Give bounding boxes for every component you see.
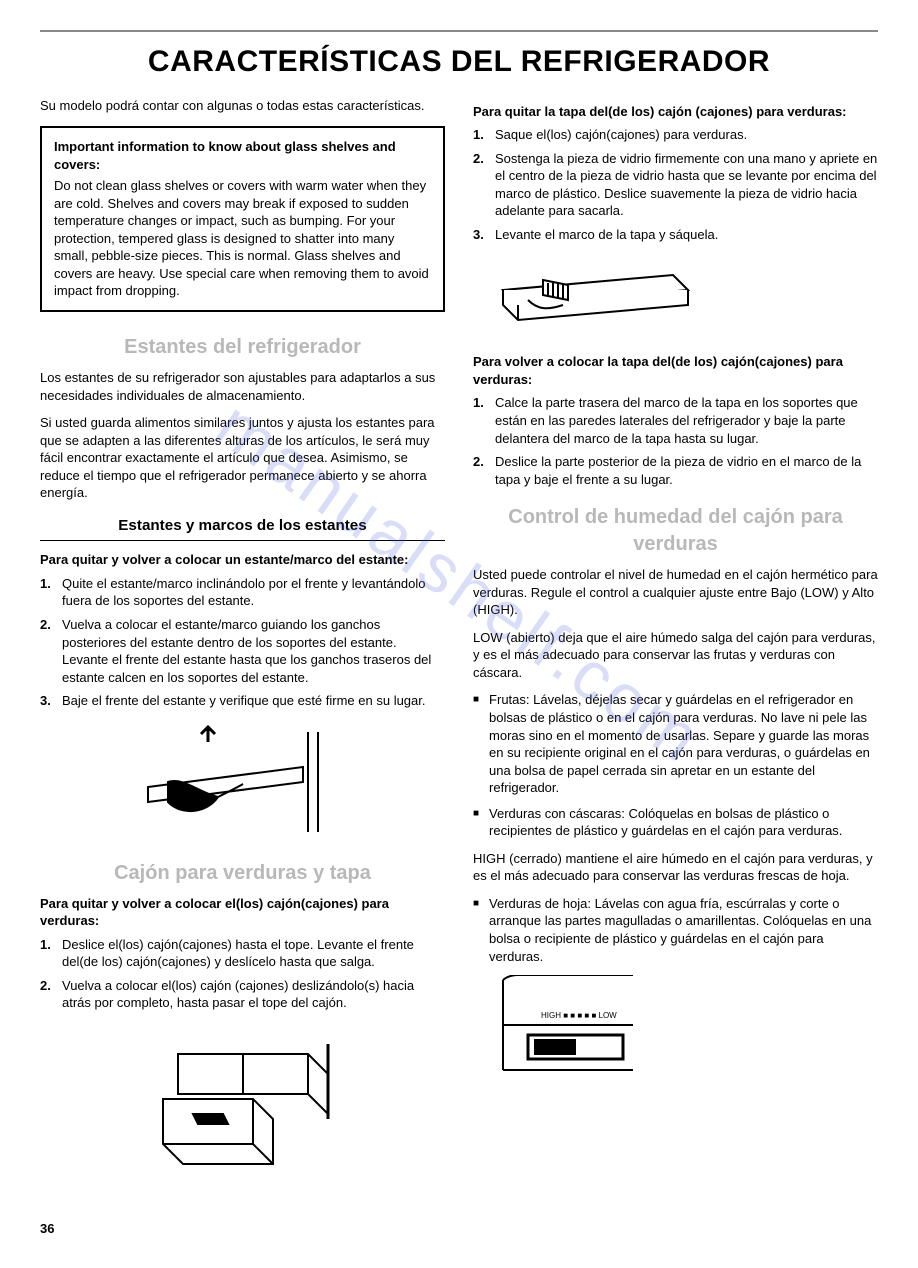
list-item: 1.Deslice el(los) cajón(cajones) hasta e… — [40, 936, 445, 971]
cover-remove-heading: Para quitar la tapa del(de los) cajón (c… — [473, 103, 878, 121]
list-item: Verduras de hoja: Lávelas con agua fría,… — [473, 895, 878, 965]
step-number: 2. — [473, 150, 495, 220]
bullet-text: Frutas: Lávelas, déjelas secar y guárdel… — [489, 691, 878, 796]
subhead-shelves-frames: Estantes y marcos de los estantes — [40, 516, 445, 542]
cover-replace-steps: 1.Calce la parte trasera del marco de la… — [473, 394, 878, 488]
cover-replace-heading: Para volver a colocar la tapa del(de los… — [473, 353, 878, 388]
humidity-p2: LOW (abierto) deja que el aire húmedo sa… — [473, 629, 878, 682]
page-title: CARACTERÍSTICAS DEL REFRIGERADOR — [40, 42, 878, 83]
info-box: Important information to know about glas… — [40, 126, 445, 312]
step-text: Baje el frente del estante y verifique q… — [62, 692, 426, 710]
crisper-illustration — [148, 1024, 338, 1174]
step-text: Quite el estante/marco inclinándolo por … — [62, 575, 445, 610]
shelves-p1: Los estantes de su refrigerador son ajus… — [40, 369, 445, 404]
step-number: 1. — [40, 575, 62, 610]
step-text: Saque el(los) cajón(cajones) para verdur… — [495, 126, 747, 144]
list-item: 2.Deslice la parte posterior de la pieza… — [473, 453, 878, 488]
svg-text:HIGH ■ ■ ■ ■ ■ LOW: HIGH ■ ■ ■ ■ ■ LOW — [541, 1011, 617, 1020]
left-column: Su modelo podrá contar con algunas o tod… — [40, 97, 445, 1192]
humidity-p3: HIGH (cerrado) mantiene el aire húmedo e… — [473, 850, 878, 885]
shelves-p2: Si usted guarda alimentos similares junt… — [40, 414, 445, 502]
list-item: Frutas: Lávelas, déjelas secar y guárdel… — [473, 691, 878, 796]
list-item: 2.Vuelva a colocar el(los) cajón (cajone… — [40, 977, 445, 1012]
list-item: 1.Calce la parte trasera del marco de la… — [473, 394, 878, 447]
cover-remove-steps: 1.Saque el(los) cajón(cajones) para verd… — [473, 126, 878, 243]
section-crisper: Cajón para verduras y tapa — [40, 860, 445, 887]
step-number: 3. — [473, 226, 495, 244]
step-number: 2. — [40, 616, 62, 686]
list-item: 2.Vuelva a colocar el estante/marco guia… — [40, 616, 445, 686]
right-column: Para quitar la tapa del(de los) cajón (c… — [473, 97, 878, 1192]
info-box-title: Important information to know about glas… — [54, 138, 431, 173]
crisper-remove-heading: Para quitar y volver a colocar el(los) c… — [40, 895, 445, 930]
page-number: 36 — [40, 1220, 878, 1238]
step-number: 2. — [473, 453, 495, 488]
humidity-illustration: HIGH ■ ■ ■ ■ ■ LOW — [493, 975, 638, 1075]
cover-illustration — [493, 255, 693, 335]
step-text: Sostenga la pieza de vidrio firmemente c… — [495, 150, 878, 220]
crisper-steps: 1.Deslice el(los) cajón(cajones) hasta e… — [40, 936, 445, 1012]
info-box-body: Do not clean glass shelves or covers wit… — [54, 177, 431, 300]
top-rule — [40, 30, 878, 32]
shelves-steps: 1.Quite el estante/marco inclinándolo po… — [40, 575, 445, 710]
list-item: Verduras con cáscaras: Colóquelas en bol… — [473, 805, 878, 840]
section-humidity: Control de humedad del cajón para verdur… — [473, 504, 878, 558]
list-item: 3.Levante el marco de la tapa y sáquela. — [473, 226, 878, 244]
humidity-low-list: Frutas: Lávelas, déjelas secar y guárdel… — [473, 691, 878, 839]
step-text: Deslice la parte posterior de la pieza d… — [495, 453, 878, 488]
humidity-p1: Usted puede controlar el nivel de humeda… — [473, 566, 878, 619]
step-text: Levante el marco de la tapa y sáquela. — [495, 226, 718, 244]
step-number: 1. — [40, 936, 62, 971]
bullet-text: Verduras de hoja: Lávelas con agua fría,… — [489, 895, 878, 965]
list-item: 1.Quite el estante/marco inclinándolo po… — [40, 575, 445, 610]
bullet-text: Verduras con cáscaras: Colóquelas en bol… — [489, 805, 878, 840]
step-number: 2. — [40, 977, 62, 1012]
section-shelves: Estantes del refrigerador — [40, 334, 445, 361]
step-text: Vuelva a colocar el estante/marco guiand… — [62, 616, 445, 686]
step-text: Calce la parte trasera del marco de la t… — [495, 394, 878, 447]
step-number: 1. — [473, 394, 495, 447]
shelves-remove-heading: Para quitar y volver a colocar un estant… — [40, 551, 445, 569]
intro-text: Su modelo podrá contar con algunas o tod… — [40, 97, 445, 115]
two-column-layout: Su modelo podrá contar con algunas o tod… — [40, 97, 878, 1192]
step-number: 3. — [40, 692, 62, 710]
humidity-high-list: Verduras de hoja: Lávelas con agua fría,… — [473, 895, 878, 965]
list-item: 2.Sostenga la pieza de vidrio firmemente… — [473, 150, 878, 220]
step-text: Deslice el(los) cajón(cajones) hasta el … — [62, 936, 445, 971]
shelf-illustration — [128, 722, 358, 842]
step-number: 1. — [473, 126, 495, 144]
step-text: Vuelva a colocar el(los) cajón (cajones)… — [62, 977, 445, 1012]
list-item: 1.Saque el(los) cajón(cajones) para verd… — [473, 126, 878, 144]
list-item: 3.Baje el frente del estante y verifique… — [40, 692, 445, 710]
